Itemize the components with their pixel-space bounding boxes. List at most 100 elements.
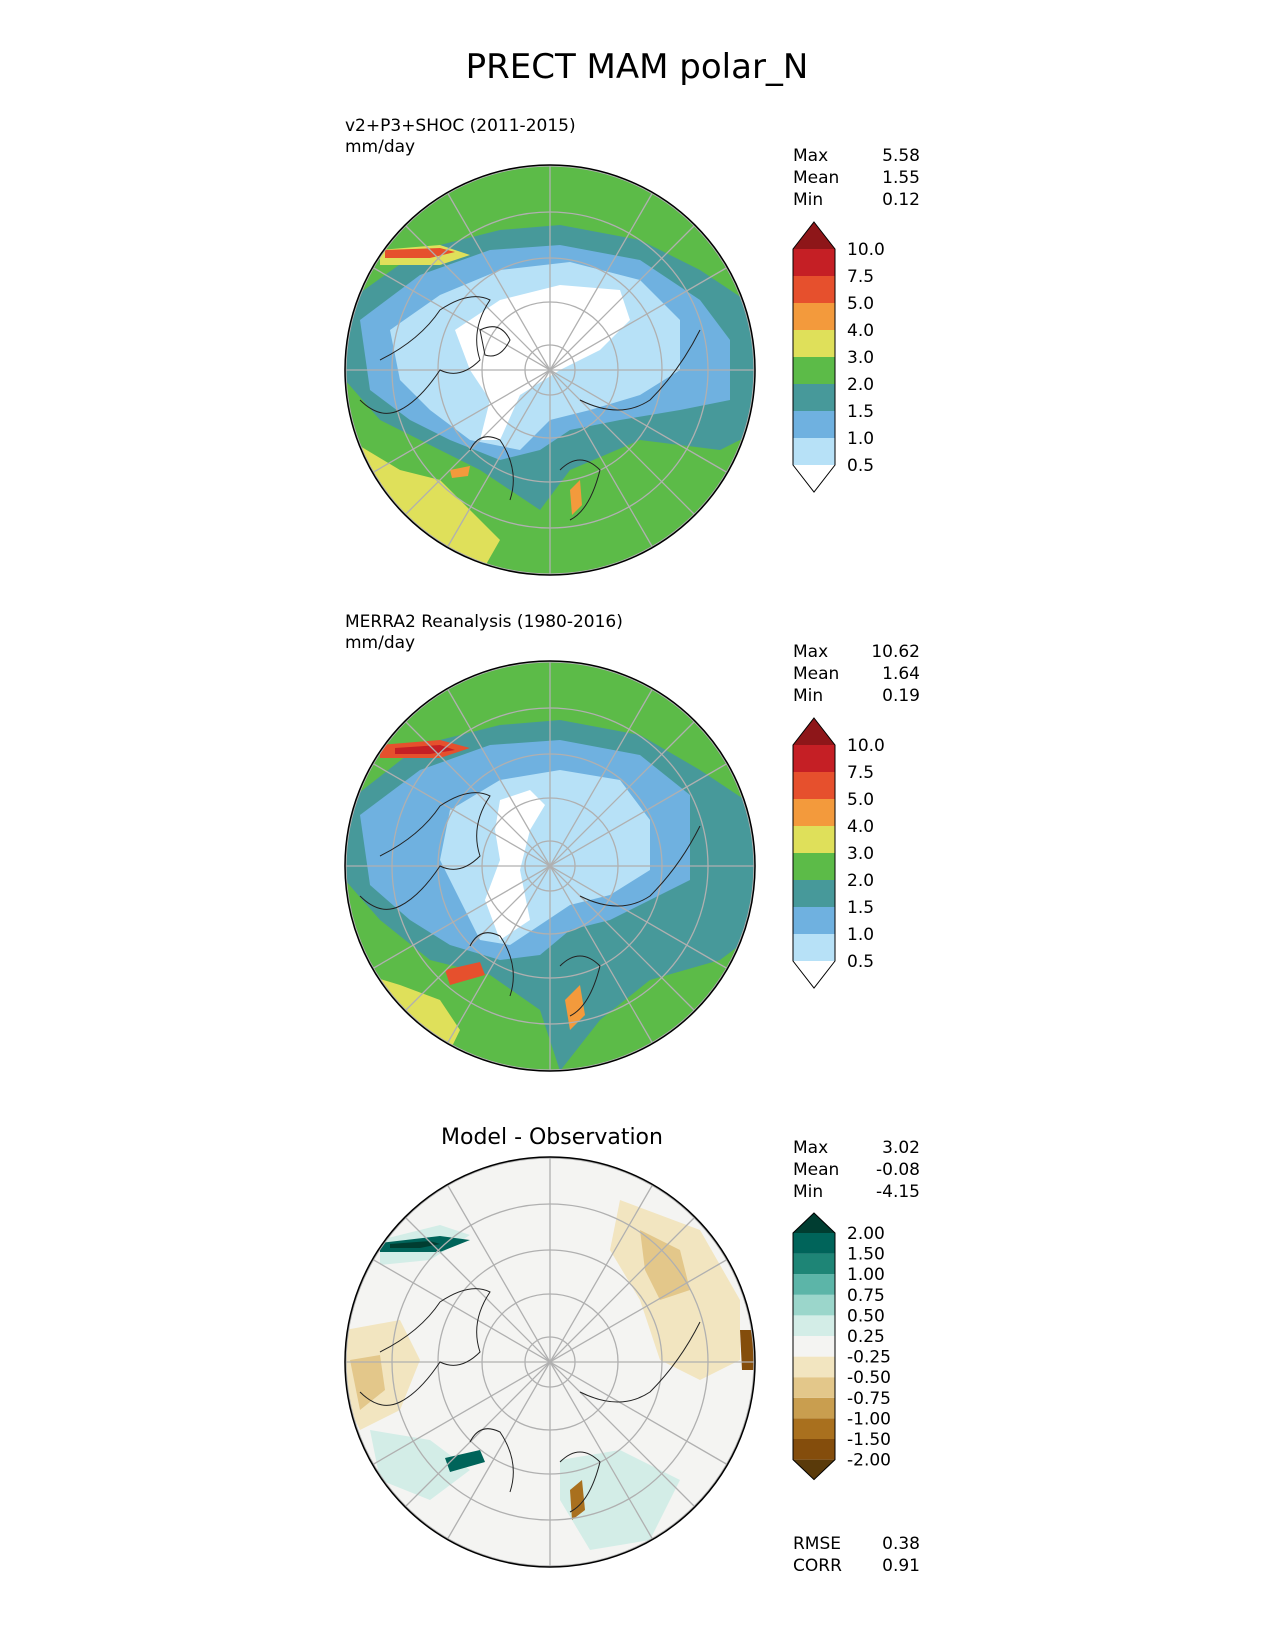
diff-region bbox=[560, 1450, 680, 1550]
stat-value: 5.58 bbox=[882, 146, 920, 166]
panel-difference: Model - Observation bbox=[344, 1125, 920, 1576]
stat-label: Mean bbox=[793, 168, 839, 188]
panel-center-title: Model - Observation bbox=[441, 1125, 663, 1150]
stat-label: Max bbox=[793, 146, 828, 166]
colorbar-outline bbox=[792, 717, 836, 989]
colorbar-segment bbox=[793, 1377, 835, 1398]
colorbar-segment bbox=[793, 222, 835, 249]
colorbar-segment bbox=[793, 303, 835, 330]
colorbar-tick-label: -2.00 bbox=[847, 1451, 891, 1471]
colorbar-tick-label: 0.50 bbox=[847, 1306, 885, 1326]
colorbar-tick-label: 1.0 bbox=[847, 925, 874, 945]
colorbar-segment bbox=[793, 1397, 835, 1419]
colorbar-segment bbox=[793, 718, 835, 745]
colorbar-tick-label: 1.00 bbox=[847, 1265, 885, 1285]
colorbar-segment bbox=[793, 934, 835, 961]
diff-region bbox=[350, 1355, 385, 1410]
colorbar-segment bbox=[793, 1233, 835, 1254]
metrics-block: RMSE 0.38 CORR 0.91 bbox=[793, 1534, 920, 1576]
stat-label: Min bbox=[793, 686, 823, 706]
stats-block: Max 5.58 Mean 1.55 Min 0.12 bbox=[793, 146, 920, 210]
panel-units: mm/day bbox=[345, 633, 415, 653]
coastlines bbox=[359, 792, 701, 1017]
colorbar-tick-label: 5.0 bbox=[847, 790, 874, 810]
colorbar: 0.5 1.0 1.5 2.0 3.0 4.0 5.0 7.5 10.0 bbox=[792, 221, 885, 493]
colorbar-segment bbox=[793, 357, 835, 384]
colorbar-outline bbox=[792, 1212, 836, 1481]
colorbar-segment bbox=[793, 1213, 835, 1233]
panel-reference: MERRA2 Reanalysis (1980-2016) mm/day bbox=[344, 612, 920, 1072]
map-border bbox=[344, 164, 756, 576]
colorbar-segment bbox=[793, 1336, 835, 1357]
colorbar-tick-label: 1.5 bbox=[847, 402, 874, 422]
colorbar-tick-label: -0.50 bbox=[847, 1368, 891, 1388]
colorbar-segment bbox=[793, 411, 835, 438]
colorbar-tick-label: 5.0 bbox=[847, 294, 874, 314]
colorbar-segment bbox=[793, 384, 835, 411]
metric-value: 0.38 bbox=[882, 1534, 920, 1554]
colorbar-segment bbox=[793, 330, 835, 357]
colorbar-segment bbox=[793, 1274, 835, 1295]
colorbar-segment bbox=[793, 1418, 835, 1439]
colorbar-tick-label: -0.75 bbox=[847, 1389, 891, 1409]
map-gridlines bbox=[345, 1157, 755, 1567]
stat-value: -4.15 bbox=[876, 1182, 920, 1202]
colorbar-tick-label: -1.00 bbox=[847, 1409, 891, 1429]
stats-block: Max 10.62 Mean 1.64 Min 0.19 bbox=[793, 642, 920, 706]
colorbar-tick-label: 2.0 bbox=[847, 871, 874, 891]
metric-value: 0.91 bbox=[882, 1556, 920, 1576]
colorbar-tick-label: 10.0 bbox=[847, 736, 885, 756]
colorbar-tick-label: 7.5 bbox=[847, 763, 874, 783]
colorbar-segment bbox=[793, 880, 835, 907]
colorbar: -2.00-1.50-1.00-0.75-0.50-0.250.250.500.… bbox=[792, 1212, 891, 1481]
colorbar-segment bbox=[793, 438, 835, 465]
colorbar-segment bbox=[793, 1253, 835, 1275]
colorbar-segment bbox=[793, 799, 835, 826]
colorbar-tick-label: 0.5 bbox=[847, 952, 874, 972]
precip-region bbox=[485, 790, 545, 940]
map-border bbox=[344, 660, 756, 1072]
colorbar-segment bbox=[793, 745, 835, 772]
colorbar-tick-label: 0.75 bbox=[847, 1286, 885, 1306]
stat-label: Mean bbox=[793, 664, 839, 684]
panel-title-line1: v2+P3+SHOC (2011-2015) bbox=[345, 116, 576, 136]
colorbar-segment bbox=[793, 907, 835, 934]
colorbar-segment bbox=[793, 1294, 835, 1316]
colorbar-tick-label: 2.00 bbox=[847, 1224, 885, 1244]
colorbar-tick-label: 7.5 bbox=[847, 267, 874, 287]
stat-label: Max bbox=[793, 1138, 828, 1158]
colorbar-tick-label: 1.50 bbox=[847, 1245, 885, 1265]
panel-title-line1: MERRA2 Reanalysis (1980-2016) bbox=[345, 612, 623, 632]
stat-value: 1.55 bbox=[882, 168, 920, 188]
stat-value: -0.08 bbox=[876, 1160, 920, 1180]
coastlines bbox=[359, 296, 701, 521]
coastlines bbox=[359, 1288, 701, 1513]
metric-label: CORR bbox=[793, 1556, 842, 1576]
stat-label: Min bbox=[793, 190, 823, 210]
panel-units: mm/day bbox=[345, 137, 415, 157]
colorbar-segment bbox=[793, 1439, 835, 1460]
colorbar-tick-label: -0.25 bbox=[847, 1348, 891, 1368]
polar-map bbox=[345, 661, 755, 1071]
precip-region bbox=[385, 248, 455, 258]
precip-region bbox=[445, 962, 485, 985]
colorbar-segment bbox=[793, 1459, 835, 1480]
colorbar-outline bbox=[792, 221, 836, 493]
polar-map bbox=[345, 1157, 755, 1567]
diff-region bbox=[740, 1330, 755, 1370]
colorbar-tick-label: 1.0 bbox=[847, 429, 874, 449]
stat-label: Mean bbox=[793, 1160, 839, 1180]
map-gridlines bbox=[345, 661, 755, 1071]
diff-region bbox=[390, 1241, 440, 1248]
colorbar-segment bbox=[793, 1315, 835, 1336]
stat-value: 0.19 bbox=[882, 686, 920, 706]
stat-value: 3.02 bbox=[882, 1138, 920, 1158]
precip-region bbox=[565, 985, 585, 1030]
diff-region bbox=[445, 1450, 485, 1472]
colorbar-tick-label: 3.0 bbox=[847, 348, 874, 368]
colorbar-tick-label: 0.25 bbox=[847, 1327, 885, 1347]
colorbar-segment bbox=[793, 465, 835, 492]
stat-value: 1.64 bbox=[882, 664, 920, 684]
colorbar-tick-label: 0.5 bbox=[847, 456, 874, 476]
